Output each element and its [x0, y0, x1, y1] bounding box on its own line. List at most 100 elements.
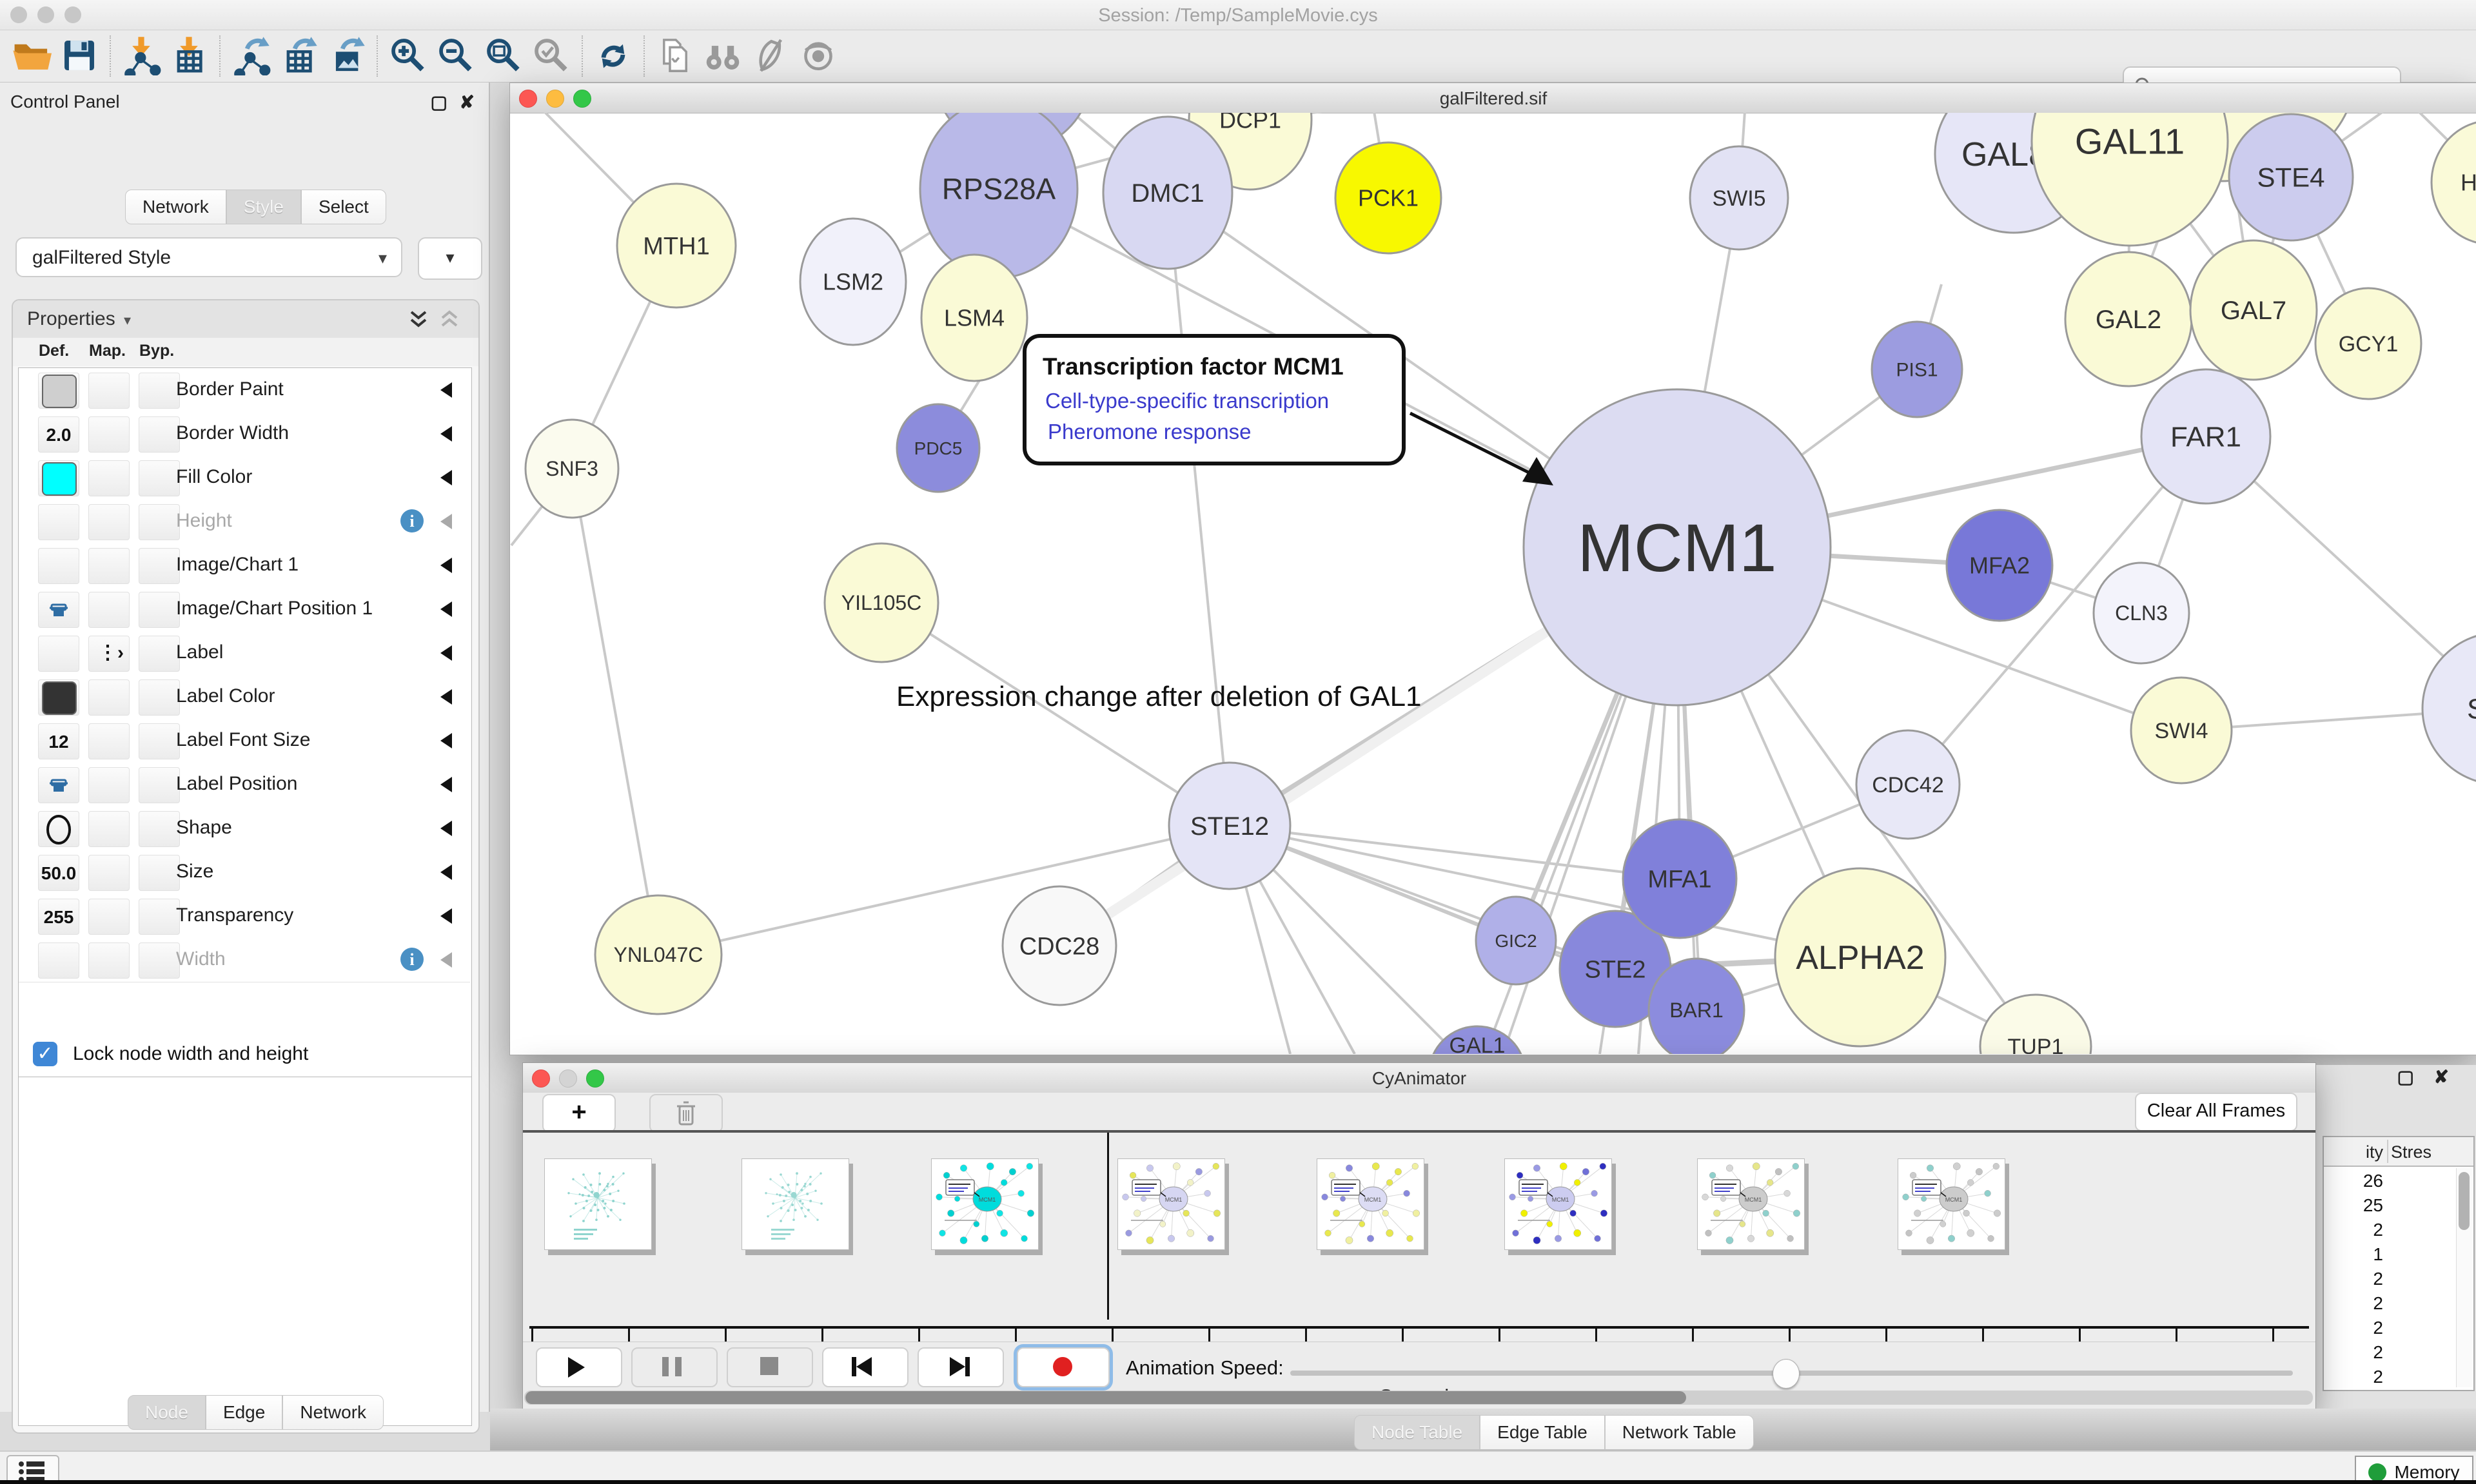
network-edge[interactable]	[571, 468, 660, 955]
table-cell-centrality[interactable]: 2	[2373, 1269, 2383, 1289]
network-node-HAP2[interactable]: HAP2	[2430, 121, 2476, 244]
zoom-window-icon[interactable]	[64, 6, 81, 23]
expand-property-icon[interactable]	[440, 733, 452, 748]
network-node-PDC5[interactable]: PDC5	[896, 403, 981, 493]
binoculars-icon[interactable]	[703, 35, 743, 75]
table-cell-centrality[interactable]: 2	[2373, 1318, 2383, 1338]
expand-all-icon[interactable]	[408, 309, 429, 330]
property-def-cell[interactable]: 2.0	[38, 416, 79, 453]
dock-tab-network-table[interactable]: Network Table	[1604, 1415, 1754, 1450]
table-cell-centrality[interactable]: 2	[2373, 1220, 2383, 1240]
float-panel-icon[interactable]: ▢	[430, 92, 447, 112]
property-map-cell[interactable]	[88, 942, 130, 979]
property-map-cell[interactable]	[88, 548, 130, 584]
refresh-icon[interactable]	[593, 35, 633, 75]
import-table-icon[interactable]	[169, 35, 209, 75]
property-byp-cell[interactable]	[139, 767, 180, 803]
info-icon[interactable]: i	[400, 509, 424, 532]
style-options-button[interactable]: ▾	[418, 237, 482, 280]
table-cell-centrality[interactable]: 2	[2373, 1367, 2383, 1387]
property-byp-cell[interactable]	[139, 942, 180, 979]
close-window-icon[interactable]	[532, 1069, 550, 1088]
column-header-centrality[interactable]: ity	[2366, 1142, 2383, 1162]
open-folder-icon[interactable]	[12, 35, 52, 75]
next-frame-button[interactable]	[918, 1347, 1004, 1387]
cyanimator-titlebar[interactable]: CyAnimator	[523, 1063, 2315, 1093]
property-def-cell[interactable]	[38, 460, 79, 496]
property-row-border-paint[interactable]: Border Paint	[19, 368, 470, 413]
property-map-cell[interactable]	[88, 592, 130, 628]
minimize-window-icon[interactable]	[559, 1069, 577, 1088]
stop-button[interactable]	[727, 1347, 813, 1387]
dock-tab-node-table[interactable]: Node Table	[1354, 1415, 1480, 1450]
zoom-in-icon[interactable]	[388, 35, 428, 75]
expand-property-icon[interactable]	[440, 952, 452, 968]
property-map-cell[interactable]	[88, 679, 130, 716]
info-icon[interactable]: i	[400, 948, 424, 971]
property-byp-cell[interactable]	[139, 679, 180, 716]
clear-all-frames-button[interactable]: Clear All Frames	[2135, 1093, 2297, 1131]
expand-property-icon[interactable]	[440, 514, 452, 529]
property-def-cell[interactable]	[38, 767, 79, 803]
property-byp-cell[interactable]	[139, 723, 180, 759]
property-def-cell[interactable]	[38, 942, 79, 979]
column-header-stress[interactable]: Stres	[2391, 1142, 2432, 1162]
minimize-window-icon[interactable]	[37, 6, 54, 23]
property-map-cell[interactable]	[88, 460, 130, 496]
expand-property-icon[interactable]	[440, 908, 452, 924]
property-row-image-chart-position-1[interactable]: Image/Chart Position 1	[19, 587, 470, 632]
network-node-LSM2[interactable]: LSM2	[799, 217, 907, 346]
network-node-BAR1[interactable]: BAR1	[1647, 957, 1745, 1054]
import-network-icon[interactable]	[121, 35, 161, 80]
column-divider[interactable]	[2387, 1140, 2388, 1163]
network-node-FAR1[interactable]: FAR1	[2140, 368, 2272, 505]
lock-size-checkbox[interactable]: ✓	[33, 1042, 57, 1066]
network-node-GAL7[interactable]: GAL7	[2189, 239, 2318, 381]
property-map-cell[interactable]	[88, 504, 130, 540]
network-node-MFA2[interactable]: MFA2	[1945, 509, 2054, 622]
network-node-PIS1[interactable]: PIS1	[1871, 320, 1963, 418]
network-node-YNL047C[interactable]: YNL047C	[594, 894, 723, 1015]
property-def-cell[interactable]	[38, 811, 79, 847]
network-node-DMC1[interactable]: DMC1	[1102, 115, 1233, 270]
copy-document-icon[interactable]	[655, 35, 695, 75]
network-node-GIC2[interactable]: GIC2	[1475, 895, 1557, 986]
animation-frame-7[interactable]: MCM1	[1898, 1158, 2005, 1250]
property-def-cell[interactable]	[38, 679, 79, 716]
collapse-all-icon[interactable]	[438, 309, 460, 330]
export-network-icon[interactable]	[231, 35, 271, 80]
animation-frame-6[interactable]: MCM1	[1697, 1158, 1805, 1250]
property-row-height[interactable]: Height i	[19, 500, 470, 544]
add-frame-button[interactable]: +	[542, 1094, 616, 1133]
close-window-icon[interactable]	[10, 6, 27, 23]
style-tab-edge[interactable]: Edge	[205, 1395, 283, 1430]
network-edge[interactable]	[1907, 435, 2207, 786]
network-node-CDC28[interactable]: CDC28	[1001, 885, 1117, 1006]
zoom-out-icon[interactable]	[436, 35, 476, 75]
style-select[interactable]: galFiltered Style ▾	[15, 237, 402, 277]
export-table-icon[interactable]	[279, 35, 319, 75]
network-edge[interactable]	[658, 825, 1230, 956]
timeline-playhead[interactable]	[1107, 1133, 1109, 1320]
export-image-icon[interactable]	[326, 35, 366, 75]
expand-property-icon[interactable]	[440, 645, 452, 661]
network-edge[interactable]	[1229, 825, 1680, 880]
property-row-label[interactable]: ⋮› Label	[19, 631, 470, 676]
zoom-window-icon[interactable]	[586, 1069, 604, 1088]
show-eye-icon[interactable]	[798, 35, 838, 75]
table-cell-centrality[interactable]: 25	[2363, 1195, 2383, 1215]
property-byp-cell[interactable]	[139, 592, 180, 628]
property-row-border-width[interactable]: 2.0 Border Width	[19, 412, 470, 456]
expand-property-icon[interactable]	[440, 821, 452, 836]
expand-property-icon[interactable]	[440, 382, 452, 398]
property-def-cell[interactable]	[38, 636, 79, 672]
table-cell-centrality[interactable]: 1	[2373, 1244, 2383, 1264]
network-node-SNF3[interactable]: SNF3	[524, 418, 620, 519]
animation-frame-4[interactable]: MCM1	[1317, 1158, 1424, 1250]
animation-frame-1[interactable]	[742, 1158, 849, 1250]
animator-scrollbar-thumb[interactable]	[526, 1391, 1686, 1404]
property-byp-cell[interactable]	[139, 416, 180, 453]
style-tab-network[interactable]: Network	[282, 1395, 384, 1430]
dock-tab-edge-table[interactable]: Edge Table	[1480, 1415, 1605, 1450]
property-def-cell[interactable]: 255	[38, 899, 79, 935]
